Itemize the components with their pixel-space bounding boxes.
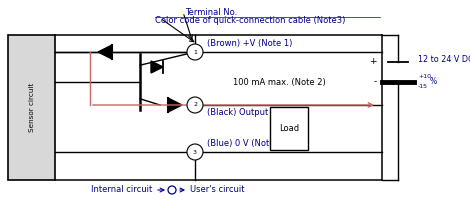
Text: 12 to 24 V DC: 12 to 24 V DC <box>418 55 470 64</box>
Text: +: + <box>369 58 377 66</box>
Text: Load: Load <box>279 124 299 133</box>
Polygon shape <box>151 61 163 73</box>
Text: -15: -15 <box>418 84 428 90</box>
Bar <box>270 107 308 150</box>
Text: User's circuit: User's circuit <box>190 186 244 194</box>
Text: +10: +10 <box>418 74 431 79</box>
Bar <box>8 35 55 180</box>
Text: Internal circuit: Internal circuit <box>91 186 152 194</box>
Circle shape <box>187 44 203 60</box>
Text: Color code of quick-connection cable (Note3): Color code of quick-connection cable (No… <box>155 16 345 25</box>
Circle shape <box>187 144 203 160</box>
Text: (Blue) 0 V (Note 1): (Blue) 0 V (Note 1) <box>207 139 286 148</box>
Circle shape <box>187 97 203 113</box>
Text: -: - <box>374 77 377 86</box>
Polygon shape <box>168 98 182 112</box>
Polygon shape <box>98 45 112 59</box>
Text: (Black) Output: (Black) Output <box>207 108 268 117</box>
Text: 3: 3 <box>193 150 197 154</box>
Text: %: % <box>430 77 437 86</box>
Circle shape <box>168 186 176 194</box>
Text: Sensor circuit: Sensor circuit <box>29 83 34 132</box>
Text: 100 mA max. (Note 2): 100 mA max. (Note 2) <box>233 78 326 88</box>
Text: (Brown) +V (Note 1): (Brown) +V (Note 1) <box>207 39 292 48</box>
Text: 2: 2 <box>193 102 197 108</box>
Text: Terminal No.: Terminal No. <box>185 8 237 17</box>
Text: 1: 1 <box>193 49 197 54</box>
